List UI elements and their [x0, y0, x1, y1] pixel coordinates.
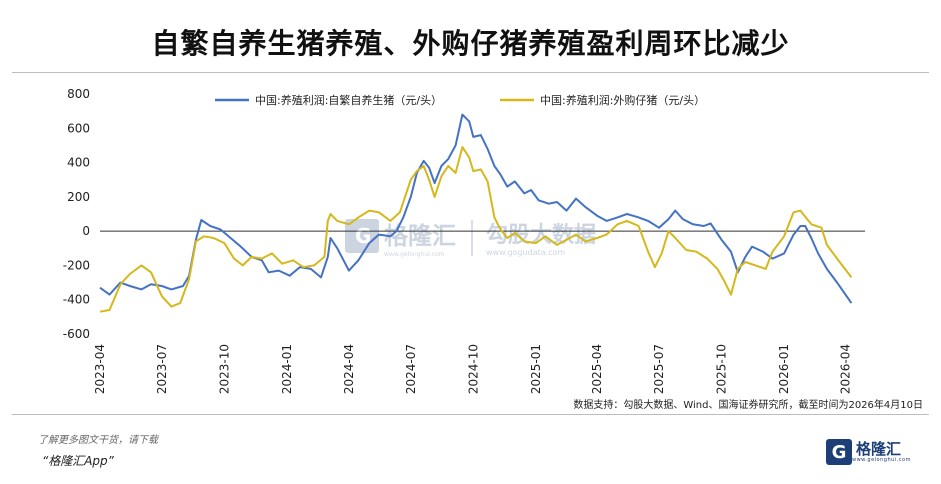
legend-label-1: 中国:养殖利润:自繁自养生猪（元/头）: [255, 93, 442, 107]
bottom-divider: [12, 414, 929, 415]
series-line-2: [99, 146, 853, 313]
x-tick-label: 2025-07: [652, 344, 666, 394]
y-tick-label: -200: [63, 258, 90, 272]
x-tick-label: 2023-10: [217, 344, 231, 394]
x-tick-label: 2024-10: [466, 344, 480, 394]
watermark-logo-letter: G: [355, 224, 371, 248]
x-tick-label: 2024-01: [280, 344, 294, 394]
watermark: G 格隆汇 www.gelonghui.com 勾股大数据 www.goguda…: [345, 219, 596, 258]
x-tick-label: 2025-10: [715, 344, 729, 394]
logo-icon: G: [826, 439, 852, 465]
legend: 中国:养殖利润:自繁自养生猪（元/头） 中国:养殖利润:外购仔猪（元/头）: [215, 93, 705, 107]
x-tick-label: 2023-04: [93, 344, 107, 394]
y-tick-label: 800: [67, 87, 90, 101]
series-line-1: [99, 113, 853, 304]
watermark-brand2: 勾股大数据: [486, 222, 596, 248]
axis-layer: -600 -400 -200 0 200 400 600 800 2023-04 2023-07 2…: [63, 87, 853, 394]
y-tick-label: 0: [82, 224, 90, 238]
x-tick-label: 2026-01: [777, 344, 791, 394]
x-tick-label: 2026-04: [838, 344, 852, 394]
top-divider: [12, 72, 929, 73]
watermark-brand: 格隆汇: [384, 222, 456, 250]
y-tick-label: -400: [63, 293, 90, 307]
x-tick-label: 2024-07: [404, 344, 418, 394]
x-tick-label: 2025-04: [590, 344, 604, 394]
y-tick-label: -600: [63, 327, 90, 341]
brand-logo: G 格隆汇 www.gelonghui.com: [826, 438, 911, 466]
footer-app-name: “格隆汇App”: [42, 454, 114, 468]
logo-text-block: 格隆汇 www.gelonghui.com: [852, 441, 911, 463]
watermark-url2: www.gogudata.com: [486, 248, 565, 257]
x-tick-label: 2025-01: [529, 344, 543, 394]
y-tick-label: 600: [67, 121, 90, 135]
x-tick-label: 2023-07: [155, 344, 169, 394]
y-tick-label: 200: [67, 190, 90, 204]
chart-title: 自繁自养生猪养殖、外购仔猪养殖盈利周环比减少: [151, 27, 790, 60]
logo-text: 格隆汇: [856, 440, 902, 458]
watermark-logo-mark: [345, 219, 379, 253]
legend-label-2: 中国:养殖利润:外购仔猪（元/头）: [540, 93, 705, 107]
data-source: 数据支持：勾股大数据、Wind、国海证券研究所，截至时间为2026年4月10日: [573, 400, 923, 411]
footer-note: 了解更多图文干货，请下载: [38, 435, 158, 446]
logo-url: www.gelonghui.com: [852, 457, 911, 463]
x-tick-label: 2024-04: [342, 344, 356, 394]
watermark-url: www.gelonghui.com: [384, 251, 445, 258]
line-chart: G 格隆汇 www.gelonghui.com 勾股大数据 www.goguda…: [63, 87, 865, 394]
y-tick-label: 400: [67, 156, 90, 170]
series-layer: [99, 113, 853, 313]
